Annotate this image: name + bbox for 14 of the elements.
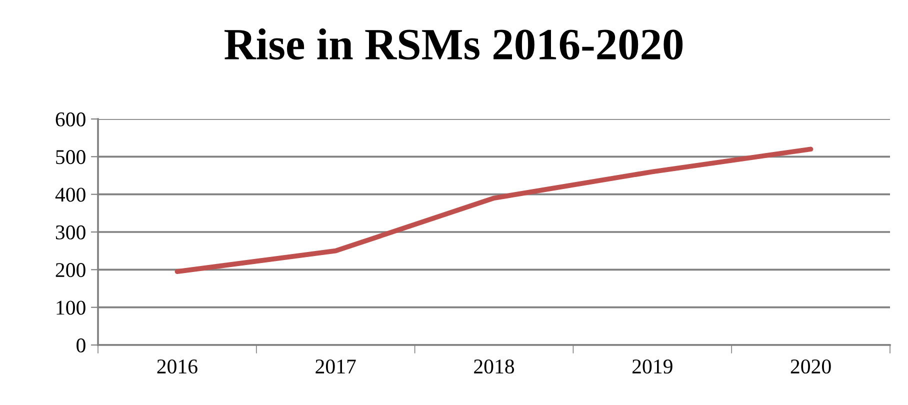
y-tick-label: 200 (56, 263, 86, 278)
x-tick-label: 2017 (316, 359, 356, 374)
y-tick-label: 100 (56, 300, 86, 315)
line-series (174, 146, 814, 274)
x-tick-label: 2018 (474, 359, 514, 374)
y-tick-label: 300 (56, 225, 86, 240)
y-tick-label: 600 (56, 112, 86, 126)
x-tick-label: 2016 (157, 359, 198, 374)
y-tick-label: 0 (76, 338, 86, 352)
chart-title: Rise in RSMs 2016-2020 (224, 28, 683, 60)
x-tick-label: 2020 (790, 359, 831, 374)
y-tick-label: 500 (56, 150, 86, 164)
y-tick-label: 400 (55, 188, 86, 202)
x-tick-label: 2019 (632, 359, 672, 374)
